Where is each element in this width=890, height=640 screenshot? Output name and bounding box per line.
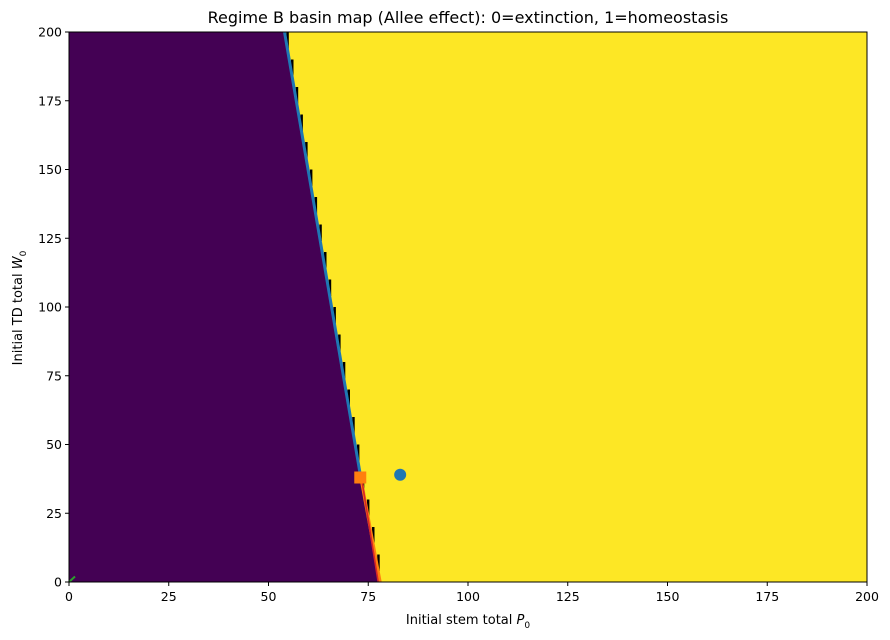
boundary-step bbox=[338, 334, 341, 351]
y-tick-label: 150 bbox=[38, 162, 62, 177]
boundary-step bbox=[342, 362, 346, 379]
x-tick-label: 75 bbox=[360, 589, 376, 604]
x-tick-label: 0 bbox=[65, 589, 73, 604]
boundary-step bbox=[314, 197, 318, 214]
chart-title: Regime B basin map (Allee effect): 0=ext… bbox=[208, 8, 729, 27]
separatrix-lower-inner-line bbox=[361, 482, 379, 583]
boundary-step bbox=[286, 32, 289, 49]
saddle-point-marker bbox=[354, 471, 367, 484]
y-axis-label: Initial TD total W0 bbox=[11, 250, 29, 365]
y-tick-label: 125 bbox=[38, 231, 62, 246]
boundary-step bbox=[291, 59, 294, 76]
boundary-step bbox=[319, 224, 322, 241]
y-tick-label: 50 bbox=[46, 437, 62, 452]
boundary-step bbox=[352, 417, 355, 434]
boundary-step bbox=[295, 87, 299, 104]
boundary-step bbox=[377, 554, 380, 571]
boundary-staircase bbox=[286, 32, 380, 571]
y-axis-ticks: 0 25 50 75 100 125 150 175 200 bbox=[38, 25, 69, 590]
x-tick-label: 175 bbox=[755, 589, 779, 604]
x-axis-label: Initial stem total P0 bbox=[406, 613, 530, 631]
boundary-step bbox=[305, 142, 308, 159]
boundary-step bbox=[372, 527, 375, 544]
extinction-region bbox=[69, 32, 381, 582]
boundary-step bbox=[333, 307, 336, 324]
x-axis-ticks: 0 25 50 75 100 125 150 175 200 bbox=[65, 582, 879, 604]
x-tick-label: 125 bbox=[556, 589, 580, 604]
boundary-step bbox=[328, 279, 332, 296]
boundary-step bbox=[347, 389, 350, 406]
boundary-step bbox=[309, 169, 313, 186]
boundary-step bbox=[300, 114, 303, 131]
y-tick-label: 175 bbox=[38, 93, 62, 108]
boundary-step bbox=[324, 252, 327, 269]
y-tick-label: 0 bbox=[54, 575, 62, 590]
boundary-step bbox=[356, 444, 360, 461]
x-tick-label: 100 bbox=[456, 589, 480, 604]
x-tick-label: 150 bbox=[656, 589, 680, 604]
y-tick-label: 200 bbox=[38, 25, 62, 40]
y-tick-label: 100 bbox=[38, 300, 62, 315]
plot-area bbox=[68, 31, 867, 583]
stable-point-marker bbox=[394, 468, 407, 481]
y-tick-label: 25 bbox=[46, 506, 62, 521]
x-tick-label: 50 bbox=[261, 589, 277, 604]
x-tick-label: 25 bbox=[161, 589, 177, 604]
separatrix-upper-line bbox=[283, 31, 362, 476]
origin-marker bbox=[68, 575, 76, 583]
x-tick-label: 200 bbox=[855, 589, 879, 604]
boundary-step bbox=[366, 499, 370, 516]
y-tick-label: 75 bbox=[46, 368, 62, 383]
